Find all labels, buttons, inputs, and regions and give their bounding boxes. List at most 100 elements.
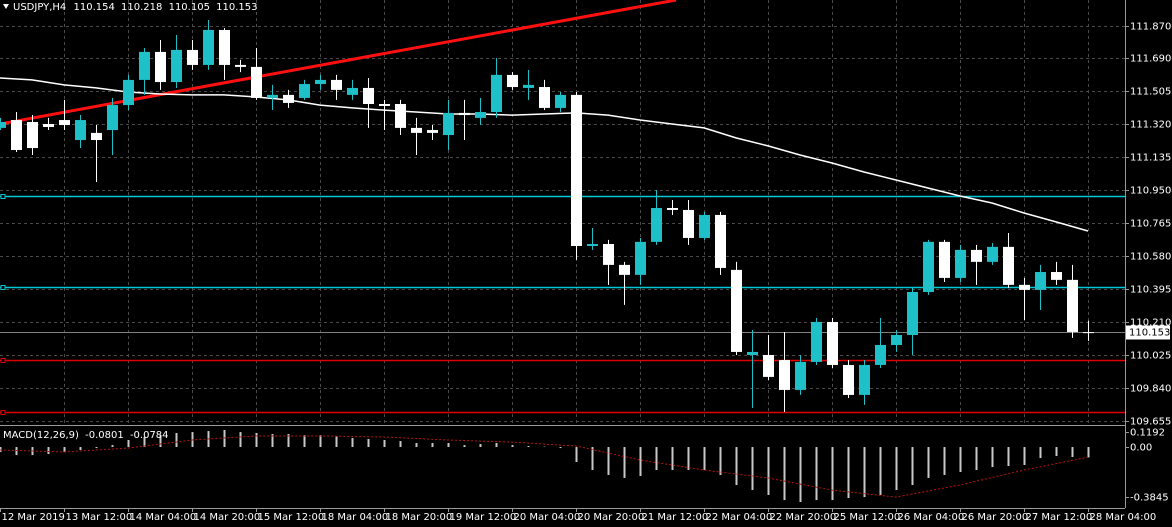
current-price-label: 110.153 [1129, 328, 1170, 339]
signal-last: -0.0784 [130, 430, 169, 441]
candle-body [43, 123, 54, 128]
candle-body [331, 79, 342, 90]
candle-body [1083, 332, 1094, 334]
candle-body [395, 103, 406, 128]
x-tick-label: 18 Mar 20:00 [386, 512, 453, 523]
moving-average [0, 77, 1089, 232]
candle-body [219, 29, 230, 65]
candle-body [891, 334, 902, 345]
candle-body [91, 132, 102, 141]
y-tick-label: 111.505 [1130, 87, 1171, 98]
candle-body [1019, 284, 1030, 290]
x-tick-label: 12 Mar 2019 [2, 512, 65, 523]
macd-y-tick-label: -0.3845 [1130, 493, 1169, 504]
last-low: 110.105 [169, 2, 210, 13]
candle-body [667, 207, 678, 210]
last-close: 110.153 [216, 2, 257, 13]
level-anchor [0, 194, 6, 199]
candle-body [315, 79, 326, 85]
candle-body [59, 120, 70, 126]
candle-body [907, 292, 918, 335]
candle-body [123, 79, 134, 106]
candle-body [251, 66, 262, 98]
candle-body [603, 244, 614, 265]
candle-body [683, 209, 694, 238]
candle-body [427, 130, 438, 133]
candle-body [491, 74, 502, 113]
y-tick-label: 110.210 [1130, 318, 1171, 329]
candle-body [11, 120, 22, 151]
x-tick-label: 22 Mar 04:00 [706, 512, 773, 523]
candle-body [987, 246, 998, 262]
candle-body [875, 344, 886, 365]
x-tick-label: 26 Mar 20:00 [962, 512, 1029, 523]
x-tick-label: 20 Mar 20:00 [578, 512, 645, 523]
symbol-icon [3, 4, 9, 9]
y-tick-label: 110.580 [1130, 252, 1171, 263]
candle-body [475, 112, 486, 118]
candle-body [971, 249, 982, 262]
x-tick-label: 25 Mar 12:00 [834, 512, 901, 523]
candle-body [267, 94, 278, 98]
candle-body [795, 361, 806, 390]
x-tick-label: 27 Mar 12:00 [1026, 512, 1093, 523]
candle-body [235, 64, 246, 67]
x-tick-label: 28 Mar 04:00 [1090, 512, 1157, 523]
candle-body [363, 87, 374, 104]
candle-body [1067, 279, 1078, 332]
x-tick-label: 18 Mar 04:00 [322, 512, 389, 523]
chart-header: USDJPY,H4 110.154 110.218 110.105 110.15… [13, 2, 257, 13]
candle-body [1051, 272, 1062, 280]
x-tick-label: 26 Mar 04:00 [898, 512, 965, 523]
candle-body [859, 364, 870, 395]
candle-body [107, 105, 118, 131]
x-tick-label: 19 Mar 12:00 [450, 512, 517, 523]
candle-body [347, 87, 358, 95]
x-tick-label: 14 Mar 20:00 [194, 512, 261, 523]
candle-body [523, 84, 534, 88]
level-anchor [0, 410, 6, 415]
x-tick-label: 15 Mar 12:00 [258, 512, 325, 523]
candle-body [539, 87, 550, 108]
candle-body [699, 214, 710, 238]
candle-body [955, 249, 966, 278]
candle-body [555, 94, 566, 108]
candle-body [939, 241, 950, 278]
candle-body [635, 241, 646, 275]
y-tick-label: 109.840 [1130, 384, 1171, 395]
candle-body [827, 321, 838, 365]
y-tick-label: 110.395 [1130, 285, 1171, 296]
candle-body [171, 49, 182, 83]
y-tick-label: 110.950 [1130, 186, 1171, 197]
symbol: USDJPY,H4 [13, 2, 66, 13]
candle-body [139, 51, 150, 80]
current-price-box [1126, 325, 1170, 340]
candle-body [747, 351, 758, 355]
candle-body [299, 84, 310, 98]
x-tick-label: 14 Mar 04:00 [130, 512, 197, 523]
candle-body [779, 359, 790, 390]
macd-signal [0, 435, 1089, 498]
candle-body [811, 321, 822, 362]
candle-body [619, 264, 630, 275]
candle-body [843, 364, 854, 395]
level-anchor [0, 358, 6, 363]
macd-y-tick-label: 0.1192 [1130, 428, 1165, 439]
candle-body [75, 120, 86, 141]
candle-body [459, 112, 470, 116]
last-open: 110.154 [73, 2, 114, 13]
x-tick-label: 21 Mar 12:00 [642, 512, 709, 523]
candle-body [443, 112, 454, 136]
candle-body [731, 269, 742, 352]
candle-body [27, 122, 38, 149]
y-tick-label: 110.025 [1130, 351, 1171, 362]
candle-body [0, 122, 6, 128]
candle-body [411, 127, 422, 133]
y-tick-label: 111.870 [1130, 22, 1171, 33]
candle-body [571, 94, 582, 246]
candle-body [1035, 272, 1046, 290]
candle-body [187, 49, 198, 65]
candle-body [715, 214, 726, 268]
